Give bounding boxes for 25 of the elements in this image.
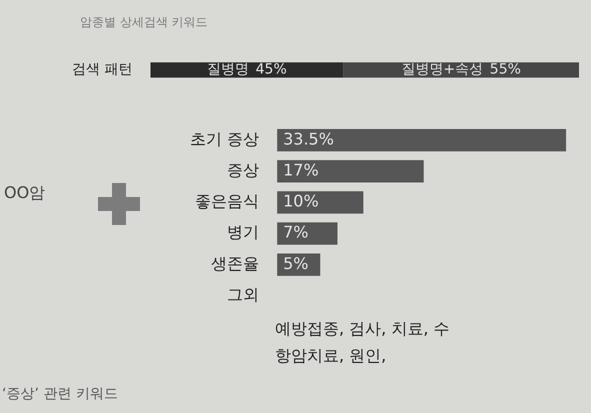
y-tick-label: 증상: [227, 160, 260, 180]
bar: [277, 222, 338, 245]
data-label: 55%: [490, 62, 521, 78]
bar: [277, 160, 424, 183]
y-tick-label: 그외: [227, 284, 260, 304]
bar: [277, 128, 566, 152]
text: ‘증상’ 관련 키워드: [2, 385, 118, 403]
series-label: 질병명+속성: [401, 62, 484, 78]
data-label: 5%: [283, 254, 308, 273]
chart-title: 암종별 상세검색 키워드: [80, 14, 208, 31]
y-tick-label: 생존율: [211, 254, 260, 273]
data-label: 17%: [283, 160, 319, 180]
data-label: 45%: [256, 62, 287, 78]
bar: [277, 191, 364, 214]
data-label: 33.5%: [283, 129, 334, 148]
y-tick-label: 초기 증상: [190, 129, 260, 148]
y-tick-label: 병기: [227, 222, 260, 242]
y-tick-label: 검색 패턴: [72, 62, 132, 78]
text: 항암치료, 원인,: [275, 346, 386, 367]
text: 예방접종, 검사, 치료, 수: [275, 319, 450, 340]
data-label: 7%: [283, 222, 308, 242]
y-tick-label: 좋은음식: [195, 192, 260, 211]
text: OO암: [4, 183, 46, 204]
data-label: 10%: [283, 192, 319, 211]
series-label: 질병명: [206, 62, 249, 78]
